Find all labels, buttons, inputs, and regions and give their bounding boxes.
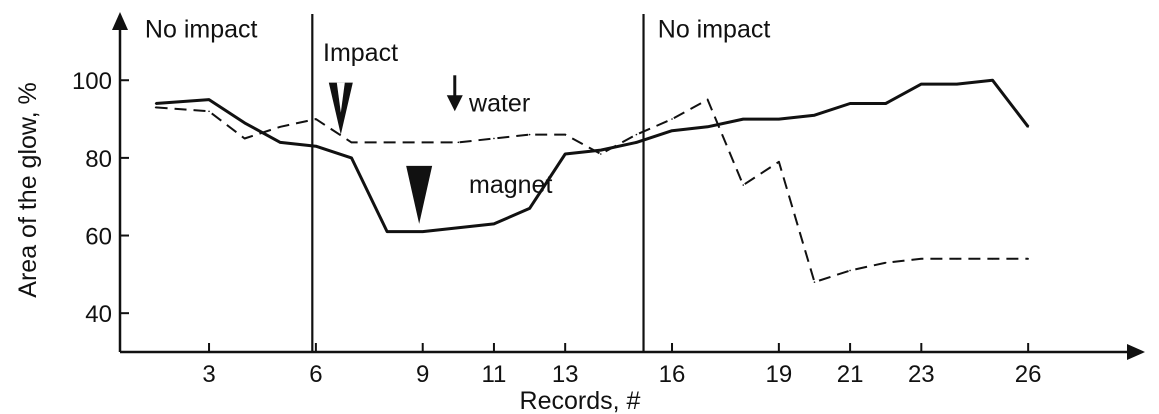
magnet-arrow-icon (406, 165, 433, 224)
series-point (421, 230, 424, 233)
x-tick-label: 16 (659, 361, 686, 388)
series-point (243, 122, 246, 124)
x-tick-label: 21 (837, 361, 864, 388)
series-point (956, 258, 958, 260)
dashed-series-line (155, 98, 1029, 284)
phase-separators (311, 14, 645, 352)
annotation-group: No impact Impact No impact water magnet (145, 16, 770, 199)
series-point (279, 126, 282, 128)
series-point (528, 207, 531, 210)
series-point (208, 98, 210, 101)
series-point (813, 114, 816, 116)
solid-series-line (155, 78, 1030, 234)
series-point (599, 149, 602, 151)
x-tick-label: 23 (908, 361, 935, 388)
x-axis-arrow (1127, 344, 1145, 360)
series-point (243, 137, 246, 140)
series-point (315, 118, 317, 120)
series-point (778, 160, 780, 163)
series-point (778, 118, 780, 120)
y-tick-label: 80 (85, 146, 112, 173)
series-point (671, 118, 673, 120)
series-point (742, 118, 745, 120)
y-tick-group: 40 60 80 100 (72, 68, 129, 328)
series-point (1027, 126, 1029, 128)
annotation-impact: Impact (323, 39, 398, 67)
y-tick-label: 100 (72, 68, 112, 95)
series-point (386, 141, 388, 144)
x-tick-label: 6 (309, 361, 322, 388)
marker-group (328, 75, 463, 224)
annotation-magnet: magnet (469, 171, 552, 199)
y-axis-arrow (112, 12, 128, 30)
series-point (884, 102, 887, 105)
series-point (742, 184, 745, 186)
series-point (386, 230, 388, 233)
y-tick-label: 60 (85, 224, 112, 251)
series-point (154, 106, 157, 109)
series-point (991, 79, 994, 82)
y-tick-label: 40 (85, 301, 112, 328)
series-point (350, 141, 353, 144)
series-point (920, 83, 923, 85)
annotation-water: water (468, 89, 530, 117)
annotation-no-impact: No impact (658, 16, 771, 44)
series-point (279, 141, 282, 144)
x-tick-label: 3 (202, 361, 215, 388)
series-point (706, 126, 709, 128)
x-tick-group: 3 6 9 11 13 16 19 21 23 26 (202, 343, 1042, 388)
series-point (635, 141, 638, 144)
series-point (813, 281, 816, 283)
y-axis-label: Area of the glow, % (14, 82, 42, 297)
series-point (493, 137, 495, 140)
series-point (599, 153, 602, 155)
series-group (154, 78, 1030, 284)
series-point (849, 269, 851, 272)
series-point (315, 145, 317, 148)
water-arrow-icon (446, 95, 463, 112)
x-tick-label: 19 (766, 361, 793, 388)
series-point (884, 261, 887, 264)
x-tick-label: 9 (416, 361, 429, 388)
series-point (564, 153, 566, 155)
series-point (154, 102, 157, 105)
x-axis-label: Records, # (520, 387, 641, 414)
series-point (1027, 258, 1029, 260)
x-tick-label: 26 (1015, 361, 1042, 388)
series-point (528, 133, 531, 136)
series-point (956, 83, 958, 85)
series-point (457, 141, 460, 144)
series-point (564, 133, 566, 136)
impact-arrow-inner (336, 82, 345, 113)
series-point (457, 226, 460, 229)
x-tick-label: 13 (552, 361, 579, 388)
series-point (671, 129, 673, 132)
series-point (350, 157, 353, 159)
series-point (493, 223, 495, 225)
series-point (920, 258, 923, 260)
series-point (706, 98, 709, 101)
series-point (991, 258, 994, 260)
x-tick-label: 11 (481, 361, 506, 388)
series-point (421, 141, 424, 144)
series-point (208, 110, 210, 113)
series-point (849, 102, 851, 105)
annotation-no-impact: No impact (145, 16, 258, 44)
series-point (635, 133, 638, 136)
